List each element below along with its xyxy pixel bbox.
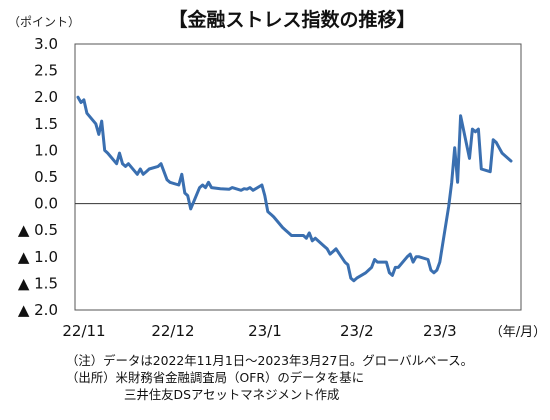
chart-title: 【金融ストレス指数の推移】 [168,8,415,31]
x-axis: 22/11 22/12 23/1 23/2 23/3 [62,322,456,340]
y-tick-label: 0.5 [34,168,58,186]
note-line: （注）データは2022年11月1日～2023年3月27日。グローバルベース。 [66,353,473,368]
notes: （注）データは2022年11月1日～2023年3月27日。グローバルベース。 （… [66,352,473,403]
y-tick-label: 1.5 [34,115,58,133]
x-tick-label: 23/3 [423,322,457,340]
y-tick-label: 3.0 [34,35,58,53]
y-unit-label: （ポイント） [8,15,80,29]
y-tick-label: 2.5 [34,62,58,80]
chart: 【金融ストレス指数の推移】 （ポイント） 3.0 2.5 2.0 1.5 1.0 0.5 0… [8,8,546,340]
y-tick-label: ▲ 1.0 [18,248,58,266]
y-tick-label: 0.0 [34,195,58,213]
plot-area [74,43,522,311]
y-tick-label: ▲ 0.5 [18,221,58,239]
note-line: 三井住友DSアセットマネジメント作成 [124,387,340,402]
x-tick-label: 22/12 [151,322,194,340]
x-tick-label: 22/11 [62,322,105,340]
series-line [76,95,513,283]
y-tick-label: ▲ 2.0 [18,301,58,319]
y-tick-label: 1.0 [34,141,58,159]
x-tick-label: 23/2 [340,322,374,340]
y-axis: 3.0 2.5 2.0 1.5 1.0 0.5 0.0 ▲ 0.5 ▲ 1.0 ▲ 1.5 ▲ 2.… [18,35,58,319]
y-tick-label: 2.0 [34,88,58,106]
note-line: （出所）米財務省金融調査局（OFR）のデータを基に [66,370,365,385]
x-tick-label: 23/1 [248,322,282,340]
y-tick-label: ▲ 1.5 [18,274,58,292]
x-unit-label: （年/月） [490,325,546,340]
